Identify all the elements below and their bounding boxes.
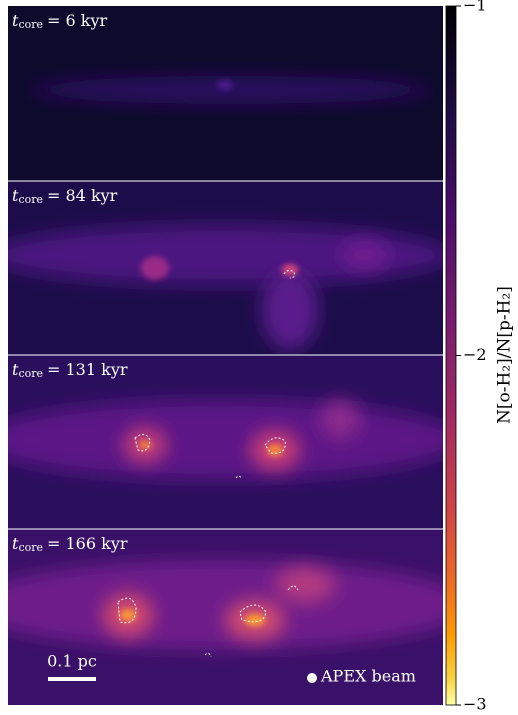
beam-marker <box>307 673 317 683</box>
figure: 0.1 pc APEX beam N[o-H₂]/N[p-H₂] tcore= … <box>0 0 518 715</box>
scale-bar-label: 0.1 pc <box>47 652 97 671</box>
time-subscript: core <box>18 541 43 554</box>
colorbar-tick-label: −2 <box>463 345 487 364</box>
panel-image <box>0 355 460 529</box>
time-subscript: core <box>18 367 43 380</box>
panel-image <box>8 6 443 181</box>
time-subscript: core <box>18 193 43 206</box>
page: {"chart_data": {"type": "image-panels", … <box>0 0 518 715</box>
colorbar-tick-label: −1 <box>463 0 487 15</box>
panel-time: = 6 kyr <box>47 11 107 30</box>
panel-time: = 166 kyr <box>47 534 128 553</box>
colorbar <box>446 6 456 705</box>
time-subscript: core <box>18 18 43 31</box>
colorbar-tick-label: −3 <box>463 695 487 714</box>
beam-label: APEX beam <box>320 667 416 686</box>
colorbar-label: N[o-H₂]/N[p-H₂] <box>495 286 515 424</box>
panel-time: = 84 kyr <box>47 186 118 205</box>
panel-time: = 131 kyr <box>47 360 128 379</box>
panel-image <box>0 181 450 355</box>
